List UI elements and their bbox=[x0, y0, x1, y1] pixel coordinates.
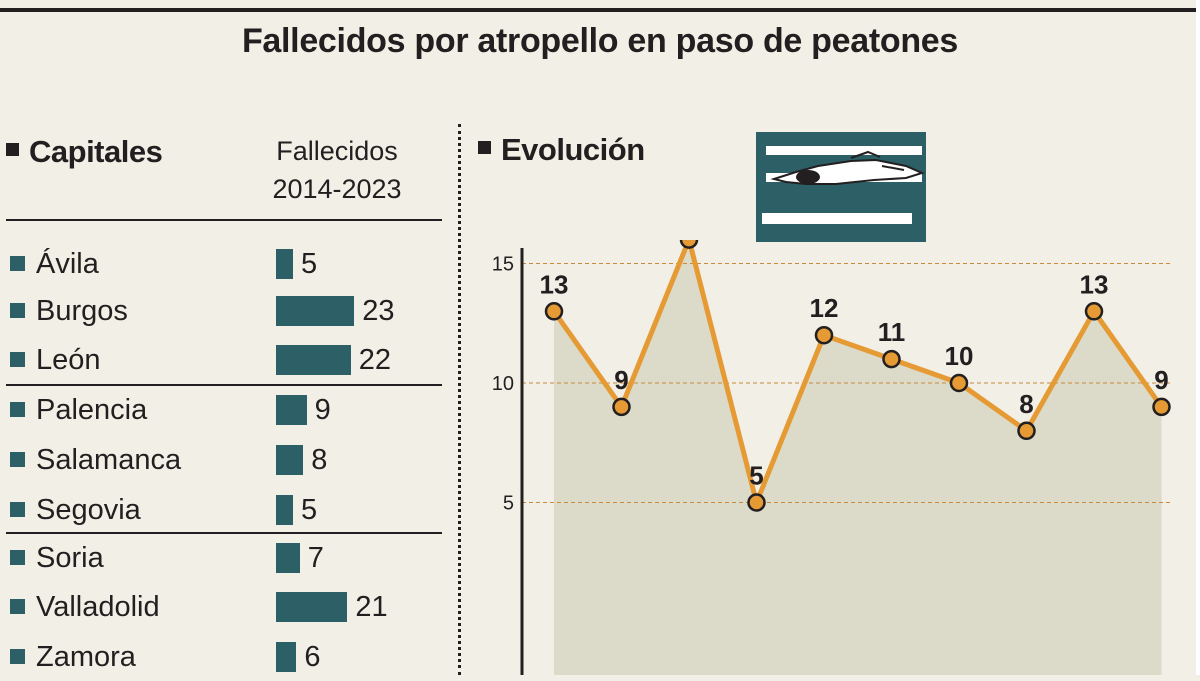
bar bbox=[276, 445, 304, 475]
square-bullet-icon bbox=[10, 649, 25, 664]
square-bullet-icon bbox=[10, 402, 25, 417]
capitales-heading-text: Capitales bbox=[29, 134, 163, 169]
data-label: 8 bbox=[1019, 389, 1033, 419]
city-name: León bbox=[36, 344, 101, 376]
y-tick-label: 10 bbox=[492, 373, 514, 395]
city-name: Valladolid bbox=[36, 591, 160, 623]
square-bullet-icon bbox=[10, 303, 25, 318]
bar-value-label: 22 bbox=[358, 344, 392, 376]
header-rule bbox=[6, 219, 442, 221]
bar bbox=[276, 592, 348, 622]
bar-value-label: 6 bbox=[304, 641, 321, 673]
city-name: Ávila bbox=[36, 248, 99, 280]
data-label: 5 bbox=[749, 461, 763, 491]
list-item: Zamora 6 bbox=[10, 637, 450, 681]
list-item: Valladolid 21 bbox=[10, 587, 450, 631]
top-rule bbox=[0, 8, 1200, 12]
list-item: Soria 7 bbox=[10, 538, 450, 582]
capitales-heading: Capitales bbox=[6, 134, 163, 170]
evolucion-heading: Evolución bbox=[478, 132, 645, 168]
data-point bbox=[1017, 421, 1036, 441]
y-tick-label: 5 bbox=[503, 493, 514, 515]
data-point bbox=[1152, 397, 1171, 417]
list-item: Salamanca 8 bbox=[10, 440, 450, 484]
data-label: 9 bbox=[614, 365, 628, 395]
bar-value-label: 21 bbox=[355, 591, 388, 623]
pedestrian-on-crosswalk-icon bbox=[756, 132, 926, 242]
bar-value-label: 8 bbox=[311, 444, 328, 476]
data-point bbox=[544, 302, 564, 321]
list-item: Segovia 5 bbox=[10, 490, 450, 534]
bar-value-label: 5 bbox=[301, 494, 318, 526]
bar-value-label: 5 bbox=[301, 248, 318, 280]
square-bullet-icon bbox=[10, 550, 25, 565]
bar bbox=[276, 296, 355, 326]
series-line bbox=[551, 240, 1164, 505]
city-name: Soria bbox=[36, 542, 104, 574]
column-divider bbox=[458, 124, 461, 675]
data-point bbox=[612, 397, 631, 417]
square-bullet-icon bbox=[10, 599, 25, 614]
bar bbox=[276, 345, 351, 375]
square-bullet-icon bbox=[478, 141, 491, 154]
square-bullet-icon bbox=[6, 143, 19, 156]
bar bbox=[276, 495, 293, 525]
data-point bbox=[1084, 302, 1104, 321]
square-bullet-icon bbox=[10, 256, 25, 271]
data-label: 11 bbox=[878, 317, 906, 347]
bar-value-label: 9 bbox=[314, 394, 331, 426]
city-name: Zamora bbox=[36, 641, 136, 673]
city-name: Salamanca bbox=[36, 444, 182, 476]
column-header-line2: 2014-2023 bbox=[272, 174, 402, 204]
right-edge bbox=[1196, 0, 1200, 675]
data-point bbox=[679, 240, 699, 249]
data-point bbox=[814, 325, 834, 345]
data-point bbox=[747, 493, 766, 512]
evolution-line-chart: 51015201391651211108139 bbox=[492, 240, 1172, 675]
page-title: Fallecidos por atropello en paso de peat… bbox=[241, 22, 959, 60]
bar bbox=[276, 543, 300, 573]
data-point bbox=[949, 373, 969, 393]
area-fill bbox=[554, 240, 1162, 675]
bar bbox=[276, 642, 297, 672]
city-name: Segovia bbox=[36, 494, 141, 526]
group-divider-2 bbox=[6, 532, 442, 534]
list-item: Palencia 9 bbox=[10, 390, 450, 434]
data-label: 10 bbox=[945, 341, 974, 371]
city-name: Burgos bbox=[36, 295, 128, 327]
data-label: 9 bbox=[1154, 365, 1168, 395]
list-item: Ávila 5 bbox=[10, 244, 450, 288]
group-divider-1 bbox=[6, 384, 442, 386]
data-point bbox=[882, 349, 901, 369]
evolucion-heading-text: Evolución bbox=[501, 132, 645, 167]
bar bbox=[276, 249, 293, 279]
column-header: Fallecidos 2014-2023 bbox=[252, 132, 422, 208]
bar bbox=[276, 395, 307, 425]
list-item: León 22 bbox=[10, 340, 450, 384]
city-name: Palencia bbox=[36, 394, 148, 426]
y-tick-label: 15 bbox=[492, 254, 514, 276]
bar-value-label: 7 bbox=[307, 542, 324, 574]
column-header-line1: Fallecidos bbox=[276, 136, 398, 166]
list-item: Burgos 23 bbox=[10, 291, 450, 335]
data-label: 13 bbox=[540, 269, 569, 299]
bar-value-label: 23 bbox=[362, 295, 395, 327]
square-bullet-icon bbox=[10, 502, 25, 517]
data-label: 13 bbox=[1080, 269, 1109, 299]
square-bullet-icon bbox=[10, 452, 25, 467]
square-bullet-icon bbox=[10, 352, 25, 367]
data-label: 12 bbox=[810, 293, 839, 323]
